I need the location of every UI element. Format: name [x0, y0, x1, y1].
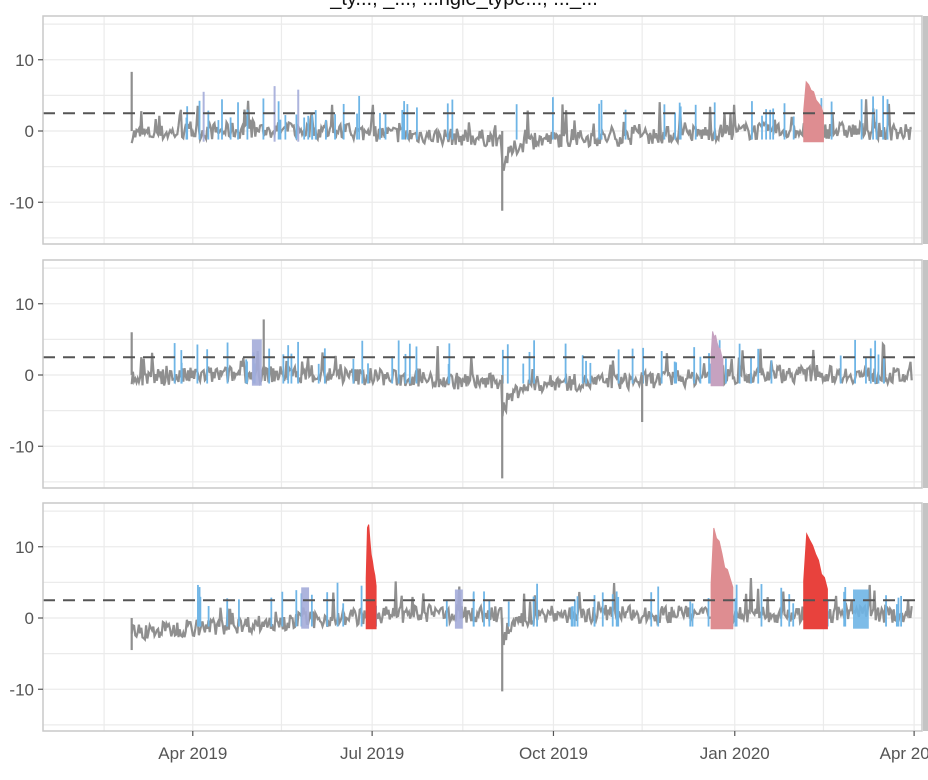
highlight-span [251, 339, 262, 386]
x-tick-label: Oct 2019 [519, 744, 588, 763]
x-tick-label: Apr 2020 [880, 744, 928, 763]
panel-2: 10 0 -10 [9, 259, 928, 489]
panel-1: 10 0 -10 [9, 15, 928, 245]
event-pink [710, 527, 734, 630]
event-pink [803, 80, 825, 143]
event-red [365, 524, 377, 630]
facet-strip [923, 503, 928, 731]
event-red [803, 532, 828, 630]
x-tick-label: Apr 2019 [158, 744, 227, 763]
y-tick-label: -10 [9, 680, 34, 699]
series-line [130, 341, 913, 417]
y-tick-label: 0 [25, 122, 34, 141]
chart-title: _ty..., _..., ...ngle_type..., ..._... [0, 0, 928, 11]
x-tick-label: Jan 2020 [700, 744, 770, 763]
panel-border [42, 15, 923, 245]
event-mauve [710, 331, 724, 387]
facet-strip [923, 260, 928, 488]
y-tick-label: 10 [15, 295, 34, 314]
y-tick-label: 10 [15, 538, 34, 557]
series-line [130, 578, 913, 646]
x-tick-label: Jul 2019 [340, 744, 404, 763]
panel-border [42, 259, 923, 489]
highlight-span [853, 589, 869, 629]
y-tick-label: -10 [9, 437, 34, 456]
panel-border [42, 502, 923, 732]
facet-strip [923, 16, 928, 244]
y-tick-label: 0 [25, 609, 34, 628]
y-tick-label: 0 [25, 366, 34, 385]
highlight-span [454, 589, 463, 629]
highlight-span [297, 89, 300, 142]
highlight-span [202, 91, 205, 142]
panel-3: 10 0 -10 [9, 502, 928, 732]
y-tick-label: 10 [15, 51, 34, 70]
highlight-span [301, 587, 310, 629]
series-line [130, 98, 912, 171]
y-tick-label: -10 [9, 193, 34, 212]
